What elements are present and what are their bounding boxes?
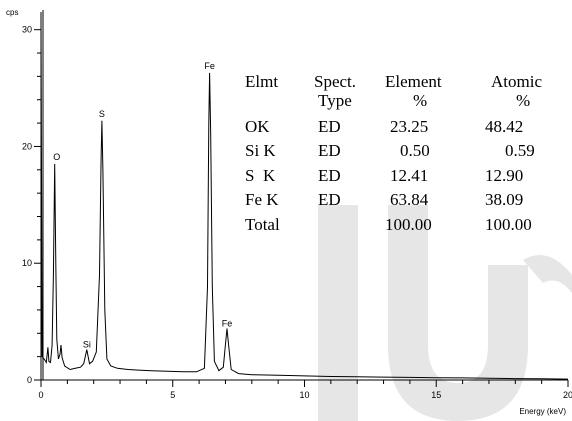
axes: 0 5 10 15 20 0 10 20 30 bbox=[22, 12, 572, 400]
table-row-cell: Si K bbox=[245, 141, 276, 160]
peak-label-si: Si bbox=[83, 340, 91, 350]
y-unit-label: cps bbox=[6, 8, 18, 17]
table-header-cell: Elmt bbox=[245, 72, 278, 91]
x-tick-label: 0 bbox=[38, 390, 43, 400]
watermark-bar bbox=[318, 205, 358, 421]
table-header-cell: Spect. bbox=[314, 72, 356, 91]
peak-label-fe: Fe bbox=[222, 319, 233, 329]
watermark-u-shape bbox=[388, 205, 528, 421]
table-row-cell: 48.42 bbox=[485, 117, 523, 136]
table-row-cell: ED bbox=[318, 190, 341, 209]
table-row-cell: 23.25 bbox=[390, 117, 428, 136]
spectrum-line bbox=[40, 17, 569, 380]
table-row-cell: 38.09 bbox=[485, 190, 523, 209]
x-axis-label: Energy (keV) bbox=[519, 407, 566, 416]
table-subheader-cell: Type bbox=[318, 91, 352, 110]
table-row-cell: 12.90 bbox=[485, 166, 523, 185]
table-subheader-cell: % bbox=[413, 91, 427, 110]
table-row-cell: 0.50 bbox=[400, 141, 430, 160]
table-header-cell: Element bbox=[385, 72, 442, 91]
table-header-cell: Atomic bbox=[491, 72, 542, 91]
table-row-cell: S K bbox=[245, 166, 276, 185]
table-row-cell: ED bbox=[318, 117, 341, 136]
peak-label-o: O bbox=[53, 152, 60, 162]
table-row-cell: ED bbox=[318, 141, 341, 160]
table-subheader-cell: % bbox=[516, 91, 530, 110]
spectrum-series bbox=[40, 10, 569, 380]
table-row-cell: 12.41 bbox=[390, 166, 428, 185]
table-row-cell: 100.00 bbox=[385, 215, 432, 234]
watermark-s-shape bbox=[523, 255, 572, 293]
watermark-graphic bbox=[318, 205, 572, 421]
y-tick-label: 30 bbox=[22, 25, 32, 35]
composition-table: Elmt Spect. Element Atomic Type% % OK ED 23.25 48… bbox=[245, 72, 542, 234]
x-tick-label: 20 bbox=[563, 390, 572, 400]
peak-labels: O Si S Fe Fe bbox=[53, 61, 232, 350]
table-row-cell: 100.00 bbox=[485, 215, 532, 234]
x-tick-label: 10 bbox=[299, 390, 309, 400]
table-row-cell: 0.59 bbox=[505, 141, 535, 160]
y-tick-label: 10 bbox=[22, 258, 32, 268]
y-tick-label: 0 bbox=[27, 375, 32, 385]
table-row-cell: OK bbox=[245, 117, 270, 136]
table-row-cell: Fe K bbox=[245, 190, 279, 209]
x-tick-label: 5 bbox=[170, 390, 175, 400]
y-tick-label: 20 bbox=[22, 141, 32, 151]
table-row-cell: 63.84 bbox=[390, 190, 429, 209]
peak-label-fe: Fe bbox=[204, 61, 215, 71]
table-row-cell: Total bbox=[245, 215, 280, 234]
x-tick-label: 15 bbox=[431, 390, 441, 400]
table-row-cell: ED bbox=[318, 166, 341, 185]
peak-label-s: S bbox=[99, 109, 105, 119]
